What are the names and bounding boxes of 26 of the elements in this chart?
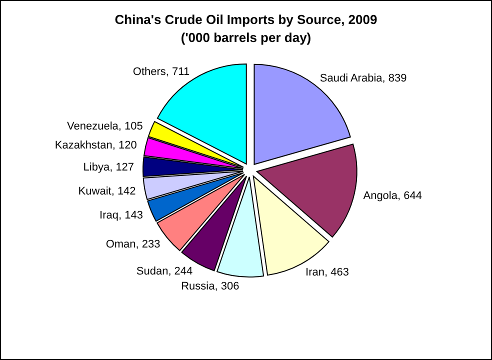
- data-label: , 143: [118, 210, 143, 222]
- slice-label: Others: [132, 66, 166, 78]
- data-label: , 463: [324, 266, 349, 279]
- data-label: , 839: [382, 72, 407, 84]
- data-label: , 306: [214, 280, 240, 292]
- slice-label: Oman: [106, 238, 136, 250]
- slice-label: Libya: [83, 161, 110, 174]
- slice-label: Saudi Arabia: [320, 72, 384, 84]
- chart-subtitle: ('000 barrels per day): [180, 30, 312, 45]
- slice-label: Sudan: [136, 266, 168, 278]
- slice-label: Iran: [306, 266, 325, 279]
- slice-label: Angola: [363, 190, 398, 202]
- data-label: , 120: [112, 139, 137, 152]
- data-label: , 233: [136, 238, 160, 250]
- slice-label: Venezuela: [67, 120, 120, 132]
- slice-label: Russia: [181, 280, 216, 292]
- slice-label: Kazakhstan: [54, 139, 112, 152]
- slice-label: Iraq: [100, 210, 119, 222]
- data-label: , 711: [166, 66, 190, 78]
- chart-title: China's Crude Oil Imports by Source, 2009: [114, 12, 378, 27]
- data-label: , 105: [118, 120, 143, 132]
- slice-label: Kuwait: [78, 185, 112, 198]
- data-label: , 244: [168, 266, 193, 278]
- data-label: , 142: [111, 185, 136, 198]
- data-label: , 644: [398, 190, 422, 202]
- data-label: , 127: [110, 161, 134, 174]
